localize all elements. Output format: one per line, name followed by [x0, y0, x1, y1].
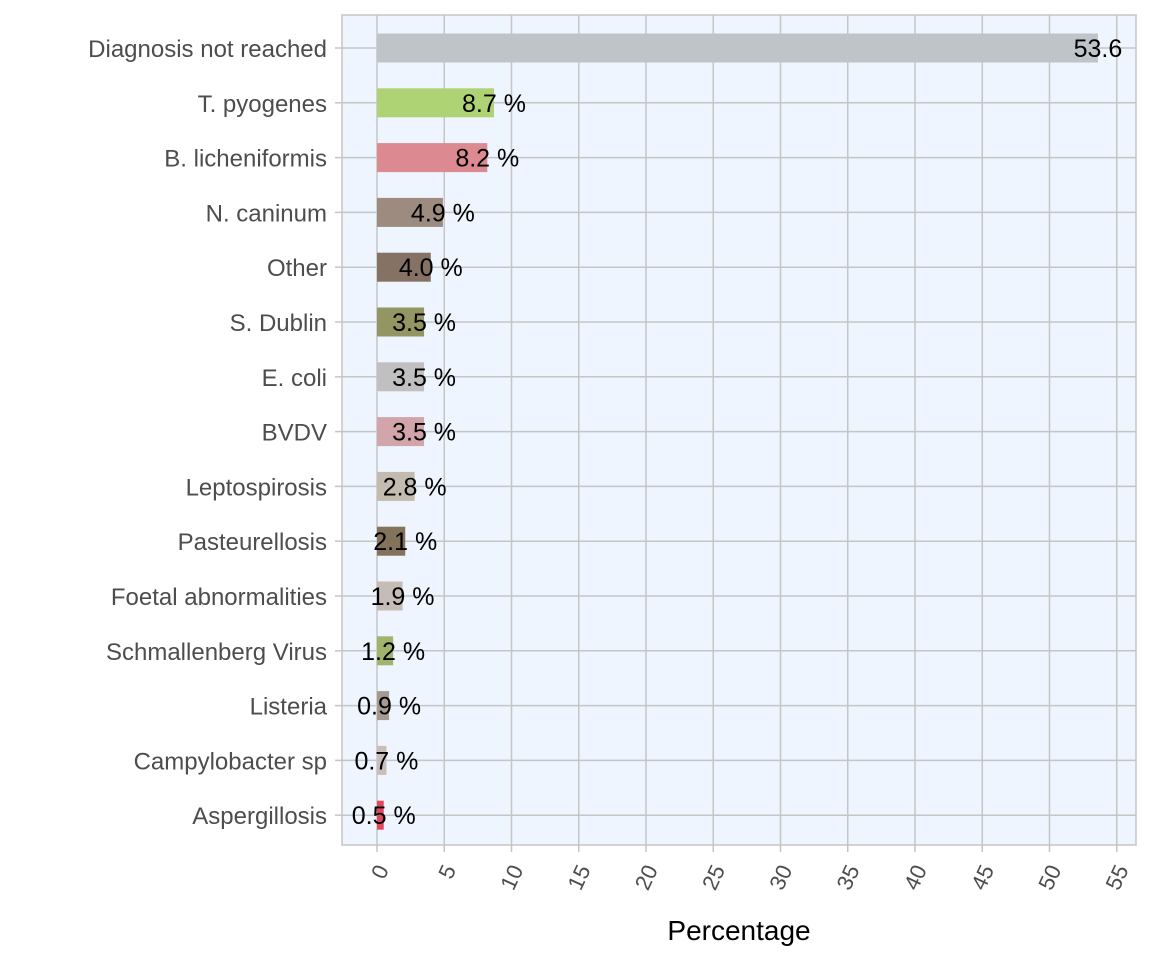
x-tick-label: 45	[966, 861, 999, 894]
bar	[377, 636, 394, 666]
data-label: 0.5 %	[352, 802, 416, 830]
data-label: 0.9 %	[357, 693, 421, 721]
x-tick-label: 30	[764, 861, 797, 894]
data-label: 2.8 %	[383, 473, 447, 501]
category-label: B. licheniformis	[164, 146, 327, 173]
bar	[377, 88, 495, 118]
category-label: Leptospirosis	[186, 474, 327, 501]
x-tick-label: 10	[495, 861, 528, 894]
category-labels: Diagnosis not reached T. pyogenes B. liche…	[88, 36, 327, 830]
data-label: 0.7 %	[354, 747, 418, 775]
data-label: 8.2 %	[455, 145, 519, 173]
category-label: Diagnosis not reached	[88, 36, 327, 63]
bar	[377, 362, 425, 392]
data-label: 4.9 %	[411, 199, 475, 227]
plot-panel	[341, 14, 1137, 846]
data-labels: 53.6 8.7 % 8.2 % 4.9 % 4.0 % 3.5 % 3.5 % 3.5 % 2…	[352, 35, 1122, 830]
category-label: S. Dublin	[230, 310, 327, 337]
data-label: 1.9 %	[371, 583, 435, 611]
category-label: BVDV	[262, 420, 327, 447]
bar	[377, 33, 1098, 63]
category-label: E. coli	[262, 365, 327, 392]
bar	[377, 800, 384, 830]
category-label: Schmallenberg Virus	[106, 639, 327, 666]
category-label: Other	[267, 255, 327, 282]
data-label: 2.1 %	[373, 528, 437, 556]
bar	[377, 471, 415, 501]
x-tick-label: 25	[697, 861, 730, 894]
x-tick-label: 55	[1101, 861, 1134, 894]
category-label: T. pyogenes	[198, 91, 327, 118]
category-label: Pasteurellosis	[178, 529, 327, 556]
bars	[377, 33, 1098, 830]
x-tick-label: 50	[1033, 861, 1066, 894]
x-tick-label: 5	[433, 861, 461, 883]
data-label: 4.0 %	[399, 254, 463, 282]
data-label: 3.5 %	[392, 419, 456, 447]
x-axis-title: Percentage	[667, 915, 810, 946]
bar	[377, 307, 425, 337]
bar	[377, 745, 387, 775]
category-label: Campylobacter sp	[134, 748, 327, 775]
x-tick-label: 20	[630, 861, 663, 894]
data-label: 3.5 %	[392, 309, 456, 337]
bar	[377, 252, 431, 282]
bar	[377, 526, 406, 556]
data-label: 8.7 %	[462, 90, 526, 118]
category-label: Listeria	[250, 694, 328, 721]
category-label: Aspergillosis	[192, 803, 327, 830]
bar	[377, 197, 443, 227]
bar	[377, 143, 488, 173]
bar	[377, 417, 425, 447]
x-tick-label: 15	[563, 861, 596, 894]
bar	[377, 691, 390, 721]
category-label: Foetal abnormalities	[111, 584, 327, 611]
data-label: 1.2 %	[361, 638, 425, 666]
category-label: N. caninum	[206, 200, 327, 227]
x-tick-label: 0	[366, 861, 394, 883]
x-tick-label: 40	[899, 861, 932, 894]
data-label: 3.5 %	[392, 364, 456, 392]
data-label: 53.6	[1074, 35, 1123, 63]
x-tick-label: 35	[832, 861, 865, 894]
x-tick-labels: 0 5 10 15 20 25 30 35 40 45 50 55	[366, 861, 1134, 894]
bar	[377, 581, 403, 611]
